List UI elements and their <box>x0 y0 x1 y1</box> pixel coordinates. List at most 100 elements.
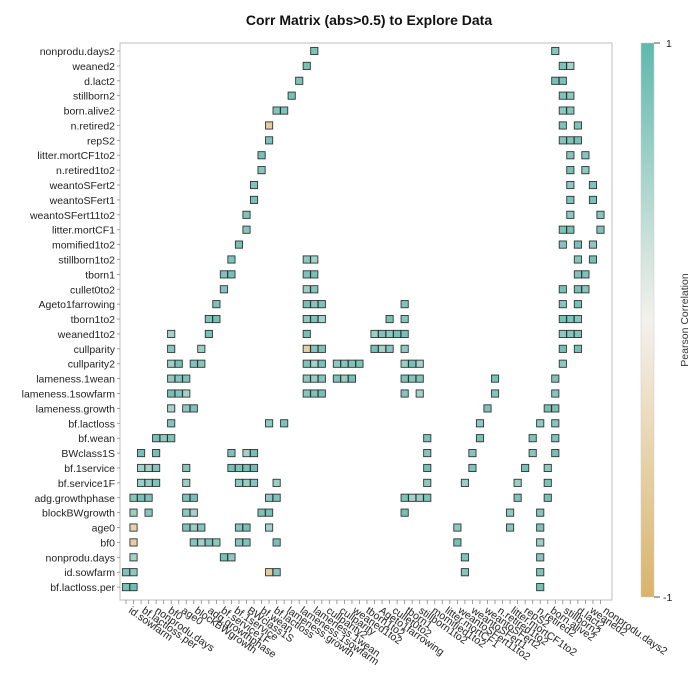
y-tick-label: bf.lactloss <box>68 418 115 430</box>
heatmap-cell <box>167 374 176 383</box>
heatmap-cell <box>317 315 326 324</box>
heatmap-cell <box>566 329 575 338</box>
heatmap-cell <box>302 329 311 338</box>
heatmap-cell <box>265 121 274 130</box>
heatmap-cell <box>536 568 545 577</box>
colorbar-title: Pearson Correlation <box>679 273 691 367</box>
heatmap-cell <box>581 270 590 279</box>
heatmap-cell <box>167 359 176 368</box>
heatmap-cell <box>573 344 582 353</box>
heatmap-cell <box>212 315 221 324</box>
heatmap-cell <box>423 434 432 443</box>
y-tick-label: bf0 <box>100 537 115 549</box>
heatmap-cell <box>272 106 281 115</box>
heatmap-cell <box>588 240 597 249</box>
heatmap-cell <box>506 523 515 532</box>
heatmap-cell <box>212 300 221 309</box>
heatmap-cell <box>152 463 161 473</box>
heatmap-cell <box>453 538 462 547</box>
heatmap-cell <box>566 210 575 219</box>
y-tick-label: stillborn1to2 <box>58 254 115 266</box>
heatmap-cell <box>588 255 597 264</box>
heatmap-cell <box>249 180 259 190</box>
heatmap-cell <box>400 359 409 368</box>
y-tick-label: repS2 <box>87 135 115 147</box>
heatmap-cell <box>137 493 146 502</box>
heatmap-cell <box>400 315 409 324</box>
heatmap-cell <box>310 285 319 294</box>
y-tick-label: stillborn2 <box>73 91 115 103</box>
heatmap-cell <box>415 493 424 502</box>
heatmap-cell <box>543 493 552 502</box>
heatmap-cell <box>558 121 567 130</box>
heatmap-cell <box>385 315 394 324</box>
heatmap-cell <box>265 136 274 145</box>
heatmap-cell <box>551 419 560 428</box>
y-tick-label: blockBWgrowth <box>42 508 115 520</box>
heatmap-cell <box>423 493 432 502</box>
heatmap-cell <box>129 493 138 502</box>
heatmap-cell <box>543 463 552 473</box>
heatmap-cell <box>242 523 251 532</box>
heatmap-cell <box>234 463 244 473</box>
heatmap-cell <box>483 404 492 413</box>
heatmap-cell <box>536 538 545 547</box>
heatmap-cell <box>167 419 176 428</box>
heatmap-cell <box>129 583 138 592</box>
heatmap-cell <box>174 374 183 383</box>
y-tick-label: bf.lactloss.per <box>50 582 115 594</box>
heatmap-cell <box>317 300 326 309</box>
heatmap-cell <box>302 374 311 383</box>
heatmap-cell <box>204 538 213 547</box>
heatmap-cell <box>129 553 138 562</box>
heatmap-cell <box>521 463 530 473</box>
heatmap-cell <box>408 374 417 383</box>
heatmap-cell <box>144 478 153 487</box>
heatmap-cell <box>558 329 567 338</box>
heatmap-cell <box>249 449 259 458</box>
heatmap-cell <box>566 195 575 204</box>
heatmap-cell <box>573 300 582 309</box>
y-tick-label: momified1to2 <box>52 240 115 252</box>
heatmap-cell <box>310 359 319 368</box>
heatmap-cell <box>204 329 213 338</box>
heatmap-cell <box>475 434 485 443</box>
heatmap-cell <box>423 478 432 487</box>
heatmap-cell <box>227 449 236 458</box>
heatmap-cell <box>490 374 500 383</box>
heatmap-cell <box>257 508 266 517</box>
heatmap-cell <box>415 359 424 368</box>
heatmap-cell <box>596 225 605 234</box>
heatmap-cell <box>408 359 417 368</box>
heatmap-cell <box>234 538 244 547</box>
heatmap-cell <box>400 329 409 338</box>
heatmap-cell <box>167 344 176 353</box>
heatmap-cell <box>400 300 409 309</box>
heatmap-cell <box>566 180 575 190</box>
heatmap-cell <box>310 255 319 264</box>
heatmap-cell <box>152 478 161 487</box>
y-tick-label: age0 <box>92 523 116 535</box>
chart-title: Corr Matrix (abs>0.5) to Explore Data <box>246 12 492 28</box>
heatmap-cell <box>558 300 567 309</box>
heatmap-cell <box>167 389 176 398</box>
heatmap-cell <box>302 359 311 368</box>
heatmap-cell <box>182 404 191 413</box>
heatmap-cell <box>506 508 515 517</box>
heatmap-cell <box>159 434 168 443</box>
heatmap-cell <box>265 493 274 502</box>
heatmap-cell <box>558 359 567 368</box>
heatmap-cell <box>302 315 311 324</box>
heatmap-cell <box>566 225 575 234</box>
y-tick-label: born.alive2 <box>64 106 116 118</box>
heatmap-cell <box>393 329 402 338</box>
y-tick-label: BWclass1S <box>61 448 115 460</box>
heatmap-cell <box>558 344 567 353</box>
heatmap-cell <box>370 344 379 353</box>
heatmap-cell <box>272 493 281 502</box>
heatmap-cell <box>453 523 462 532</box>
heatmap-cell <box>558 106 567 115</box>
heatmap-cell <box>536 508 545 517</box>
heatmap-cell <box>528 449 537 458</box>
